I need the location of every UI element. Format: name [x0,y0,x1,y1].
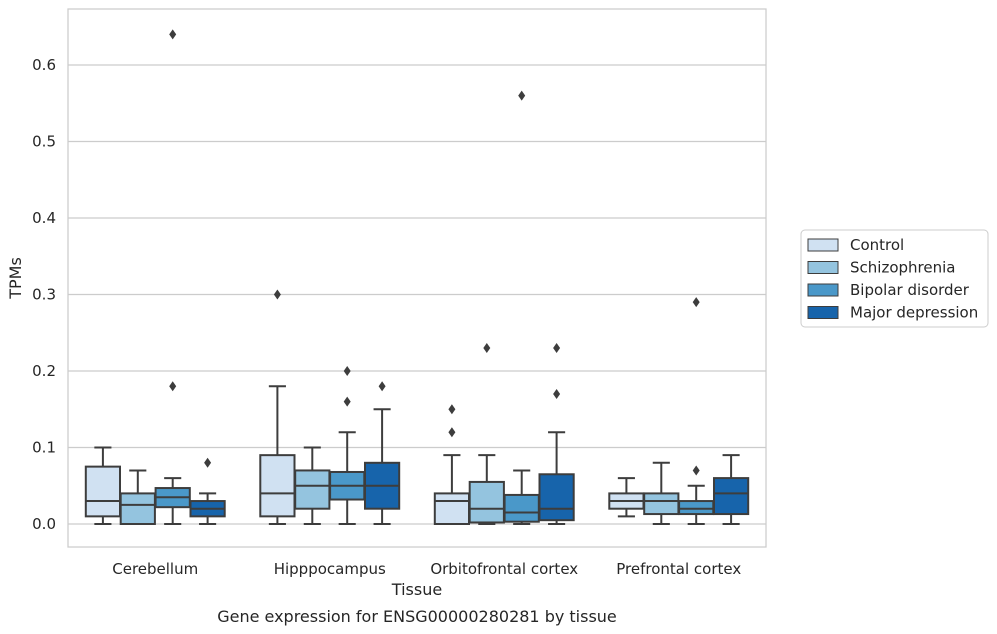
chart-caption: Gene expression for ENSG00000280281 by t… [217,607,617,626]
box-0-0 [84,446,122,525]
y-tick-label: 0.1 [32,439,56,457]
box-1-3 [363,381,401,525]
y-tick-label: 0.6 [32,56,56,74]
x-tick-label: Orbitofrontal cortex [430,560,578,578]
y-tick-labels: 0.0 0.1 0.2 0.3 0.4 0.5 0.6 [32,56,56,533]
box-1-2 [329,366,366,525]
outlier-marker [448,404,456,415]
legend-swatch [807,283,839,297]
plot-area-frame [67,8,767,548]
outlier-marker [483,343,491,354]
box-3-3 [712,454,750,525]
legend-item: Control [807,236,904,254]
y-axis-label: TPMs [6,257,25,300]
legend: Control Schizophrenia Bipolar disorder Majo… [800,229,989,328]
outlier-marker [169,29,177,40]
box-0-2 [154,29,191,525]
box-iqr [538,473,575,522]
box-1-0 [259,289,296,525]
y-tick-label: 0.4 [32,209,56,227]
x-tick-label: Hipppocampus [274,560,386,578]
y-tick-label: 0.2 [32,362,56,380]
box-3-1 [643,461,680,525]
legend-swatch [807,306,839,319]
y-tick-label: 0.3 [32,286,56,304]
outlier-marker [553,343,561,354]
box-1-1 [294,446,331,525]
legend-swatch [807,238,839,252]
x-tick-label: Prefrontal cortex [616,560,741,578]
box-iqr [119,492,156,525]
legend-item: Major depression [807,304,978,322]
legend-frame [800,229,989,328]
outlier-marker [169,381,177,392]
x-axis-label: Tissue [391,580,442,599]
box-0-1 [119,469,156,525]
y-tick-label: 0.5 [32,133,56,151]
legend-label: Major depression [850,304,978,322]
outlier-marker [553,388,561,399]
x-tick-labels: Cerebellum Hipppocampus Orbitofrontal cort… [112,560,741,578]
box-iqr [433,492,471,525]
outlier-marker [378,381,386,392]
x-tick-label: Cerebellum [112,560,198,578]
box-iqr [503,493,540,523]
outlier-marker [204,457,212,468]
legend-item: Schizophrenia [807,259,955,277]
box-iqr [294,469,331,510]
box-3-0 [608,477,645,518]
outlier-marker [692,297,700,308]
legend-swatch [807,261,839,274]
legend-label: Bipolar disorder [850,281,970,299]
outlier-marker [692,465,700,476]
outlier-marker [518,90,526,101]
boxes [84,29,750,525]
outlier-marker [343,366,351,376]
grid-lines [68,64,766,525]
legend-item: Bipolar disorder [807,281,970,299]
box-2-0 [433,404,471,525]
box-iqr [712,477,750,516]
outlier-marker [273,289,281,300]
box-0-3 [189,457,226,525]
box-3-2 [678,297,715,525]
box-iqr [468,480,505,524]
box-2-3 [538,343,575,525]
legend-label: Schizophrenia [850,259,955,277]
y-tick-label: 0.0 [32,515,56,533]
outlier-marker [343,396,351,407]
box-2-1 [468,343,505,525]
legend-label: Control [850,236,904,254]
box-iqr [259,454,296,518]
box-2-2 [503,90,540,525]
box-iqr [643,492,680,516]
box-iqr [84,465,122,518]
box-iqr [678,500,715,516]
outlier-marker [448,427,456,438]
